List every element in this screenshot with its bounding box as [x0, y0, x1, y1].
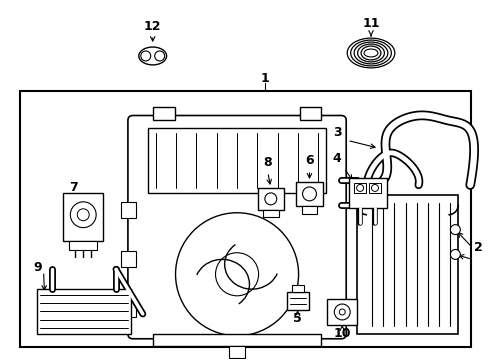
Bar — [37, 289, 131, 334]
Text: 9: 9 — [33, 261, 42, 274]
Circle shape — [302, 187, 316, 201]
Circle shape — [339, 309, 345, 315]
Bar — [152, 334, 321, 346]
Circle shape — [371, 184, 378, 192]
Ellipse shape — [364, 49, 377, 57]
Circle shape — [449, 225, 459, 235]
Text: 8: 8 — [263, 156, 272, 168]
Text: 1: 1 — [260, 72, 269, 85]
Bar — [257, 188, 283, 210]
Text: 2: 2 — [473, 241, 482, 254]
Text: 12: 12 — [143, 20, 161, 33]
Circle shape — [141, 51, 150, 61]
Bar — [229, 346, 244, 357]
Bar — [152, 107, 174, 121]
Bar — [326, 299, 356, 325]
Bar — [121, 251, 136, 267]
Bar — [20, 91, 470, 347]
Circle shape — [449, 249, 459, 260]
Bar — [147, 129, 325, 193]
Text: 6: 6 — [305, 154, 313, 167]
Circle shape — [215, 253, 258, 296]
FancyBboxPatch shape — [128, 116, 346, 339]
Bar — [348, 178, 386, 208]
Circle shape — [175, 213, 298, 336]
Circle shape — [70, 202, 96, 228]
Text: 10: 10 — [333, 327, 350, 340]
Bar — [368, 183, 380, 193]
Bar — [121, 202, 136, 218]
Circle shape — [154, 51, 164, 61]
Text: 11: 11 — [362, 17, 379, 30]
Bar — [353, 183, 366, 193]
Bar — [301, 206, 317, 214]
Bar — [356, 195, 457, 334]
Text: 3: 3 — [332, 126, 341, 139]
Text: 5: 5 — [293, 312, 302, 325]
Bar — [263, 210, 278, 217]
Circle shape — [77, 209, 89, 221]
Circle shape — [264, 193, 276, 205]
Bar — [69, 240, 97, 251]
Bar — [299, 107, 321, 121]
Bar — [286, 292, 308, 310]
Bar — [295, 182, 323, 206]
Circle shape — [334, 304, 349, 320]
Bar — [121, 301, 136, 317]
Text: 4: 4 — [332, 152, 341, 165]
Ellipse shape — [139, 47, 166, 65]
Bar — [63, 193, 103, 240]
Bar — [291, 285, 303, 292]
Text: 7: 7 — [69, 181, 78, 194]
Circle shape — [356, 184, 363, 192]
